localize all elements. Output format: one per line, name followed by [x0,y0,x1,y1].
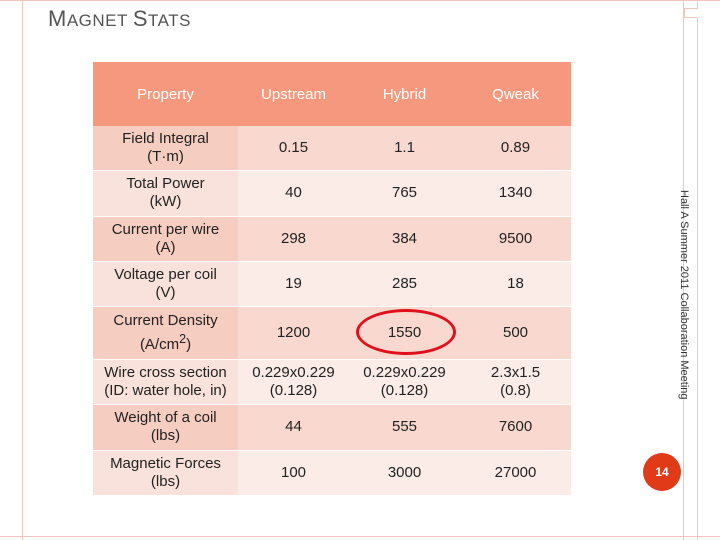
property-label: Current Density [113,312,218,330]
upstream-cell: 19 [238,261,349,308]
frame-bottom-line [0,536,720,537]
hybrid-cell: 765 [349,170,460,217]
hybrid-cell: 1.1 [349,126,460,172]
property-cell: Field Integral (T·m) [93,126,238,172]
property-cell: Wire cross section (ID: water hole, in) [93,359,238,406]
qweak-cell: 7600 [460,404,571,451]
page-number-badge: 14 [643,453,681,491]
property-cell: Total Power (kW) [93,170,238,217]
header-upstream: Upstream [238,62,349,126]
hybrid-subvalue: (0.128) [380,382,429,400]
upstream-cell: 0.15 [238,126,349,172]
hybrid-value: 0.229x0.229 [363,364,446,382]
qweak-cell: 500 [460,306,571,360]
header-qweak: Qweak [460,62,571,126]
property-unit: (kW) [149,193,182,211]
slide-title-word-2-rest: TATS [148,11,191,30]
table-row: Weight of a coil (lbs) 44 555 7600 [93,404,571,451]
property-label: Magnetic Forces [110,454,221,472]
property-unit: (lbs) [150,427,181,445]
hybrid-cell: 3000 [349,450,460,497]
property-label: Weight of a coil [114,409,217,427]
hybrid-cell: 1550 [349,306,460,360]
property-unit: (A) [155,238,176,256]
meeting-footer-text: Hall A Summer 2011 Collaboration Meeting [678,190,690,400]
property-unit: (V) [155,284,176,302]
qweak-cell: 0.89 [460,126,571,172]
table-row: Wire cross section (ID: water hole, in) 0… [93,359,571,406]
qweak-cell: 2.3x1.5 (0.8) [460,359,571,406]
property-unit: (T·m) [147,148,184,166]
slide-title: MAGNET STATS [48,6,191,32]
frame-right-line [683,0,684,540]
upstream-cell: 100 [238,450,349,497]
property-unit-close: ) [186,336,192,354]
hybrid-cell: 384 [349,216,460,262]
qweak-cell: 27000 [460,450,571,497]
property-label: Total Power [126,175,205,193]
table-row: Current per wire (A) 298 384 9500 [93,216,571,262]
qweak-cell: 9500 [460,216,571,262]
property-unit: (ID: water hole, in) [104,382,227,400]
property-cell: Voltage per coil (V) [93,261,238,308]
magnet-stats-table: Property Upstream Hybrid Qweak Field Int… [93,62,571,497]
hybrid-cell: 0.229x0.229 (0.128) [349,359,460,406]
hybrid-cell: 555 [349,404,460,451]
property-label: Voltage per coil [114,266,217,284]
slide-title-initial-m: M [48,6,67,31]
upstream-cell: 1200 [238,306,349,360]
property-label: Field Integral [122,130,209,148]
property-cell: Current per wire (A) [93,216,238,262]
header-property: Property [93,62,238,126]
qweak-subvalue: (0.8) [500,382,531,400]
upstream-cell: 0.229x0.229 (0.128) [238,359,349,406]
table-row: Total Power (kW) 40 765 1340 [93,170,571,217]
upstream-cell: 298 [238,216,349,262]
upstream-cell: 44 [238,404,349,451]
table-row: Voltage per coil (V) 19 285 18 [93,261,571,308]
slide-title-initial-s: S [132,6,148,31]
qweak-value: 2.3x1.5 [490,364,541,382]
property-unit-superscript: 2 [179,332,187,347]
property-cell: Weight of a coil (lbs) [93,404,238,451]
upstream-cell: 40 [238,170,349,217]
property-cell: Magnetic Forces (lbs) [93,450,238,497]
frame-right-line-outer [697,0,698,540]
slide-title-word-1-rest: AGNET [66,11,133,30]
table-row: Current Density (A/cm2) 1200 1550 500 [93,306,571,360]
upstream-value: 0.229x0.229 [252,364,335,382]
property-label: Wire cross section [104,364,227,382]
property-label: Current per wire [111,220,220,238]
upstream-subvalue: (0.128) [269,382,318,400]
header-hybrid: Hybrid [349,62,460,126]
hybrid-cell: 285 [349,261,460,308]
qweak-cell: 1340 [460,170,571,217]
property-unit: (lbs) [150,472,181,490]
property-unit: (A/cm [139,336,180,354]
table-header-row: Property Upstream Hybrid Qweak [93,62,571,126]
frame-top-line [0,0,720,1]
table-row: Field Integral (T·m) 0.15 1.1 0.89 [93,126,571,172]
table-row: Magnetic Forces (lbs) 100 3000 27000 [93,450,571,497]
property-cell: Current Density (A/cm2) [93,306,238,360]
frame-notch [684,8,698,18]
frame-left-line [22,0,23,540]
qweak-cell: 18 [460,261,571,308]
